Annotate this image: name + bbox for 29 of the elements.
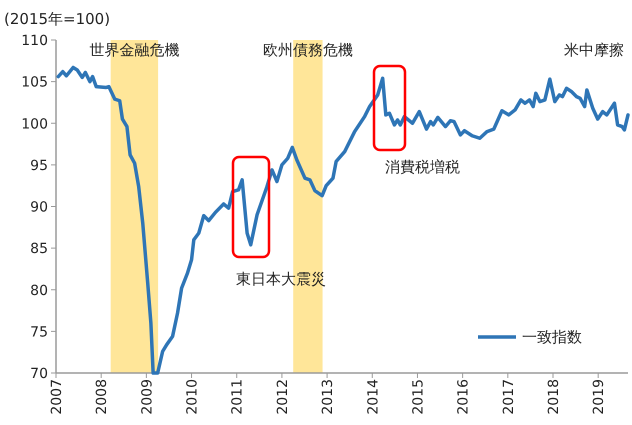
y-tick-label: 85 (30, 241, 48, 258)
annotation: 東日本大震災 (236, 270, 326, 288)
x-tick-label: 2015 (410, 379, 426, 415)
x-tick-label: 2017 (500, 379, 517, 415)
y-axis-title: (2015年=100) (4, 10, 110, 28)
band-label: 世界金融危機 (89, 41, 180, 59)
x-tick-label: 2018 (546, 379, 562, 415)
y-tick-label: 75 (30, 324, 48, 340)
x-tick-label: 2010 (184, 379, 201, 415)
y-tick-label: 70 (30, 366, 48, 382)
annotation: 米中摩擦 (564, 41, 624, 59)
x-tick-label: 2007 (49, 379, 65, 415)
legend-label: 一致指数 (522, 328, 582, 346)
band-label: 欧州債務危機 (262, 41, 353, 59)
x-tick-label: 2009 (139, 379, 156, 415)
x-tick-label: 2011 (230, 379, 246, 415)
y-tick-label: 80 (30, 282, 48, 299)
y-tick-label: 100 (21, 116, 48, 132)
y-tick-label: 110 (21, 33, 48, 49)
x-tick-label: 2019 (591, 379, 608, 415)
y-tick-label: 90 (30, 200, 48, 216)
annotation: 消費税増税 (385, 158, 460, 176)
x-tick-label: 2013 (320, 379, 336, 415)
x-tick-label: 2016 (456, 378, 472, 415)
x-tick-label: 2012 (274, 379, 291, 415)
x-tick-label: 2008 (94, 379, 110, 415)
y-tick-label: 95 (30, 158, 48, 174)
x-tick-label: 2014 (365, 378, 382, 415)
y-tick-label: 105 (21, 74, 48, 91)
